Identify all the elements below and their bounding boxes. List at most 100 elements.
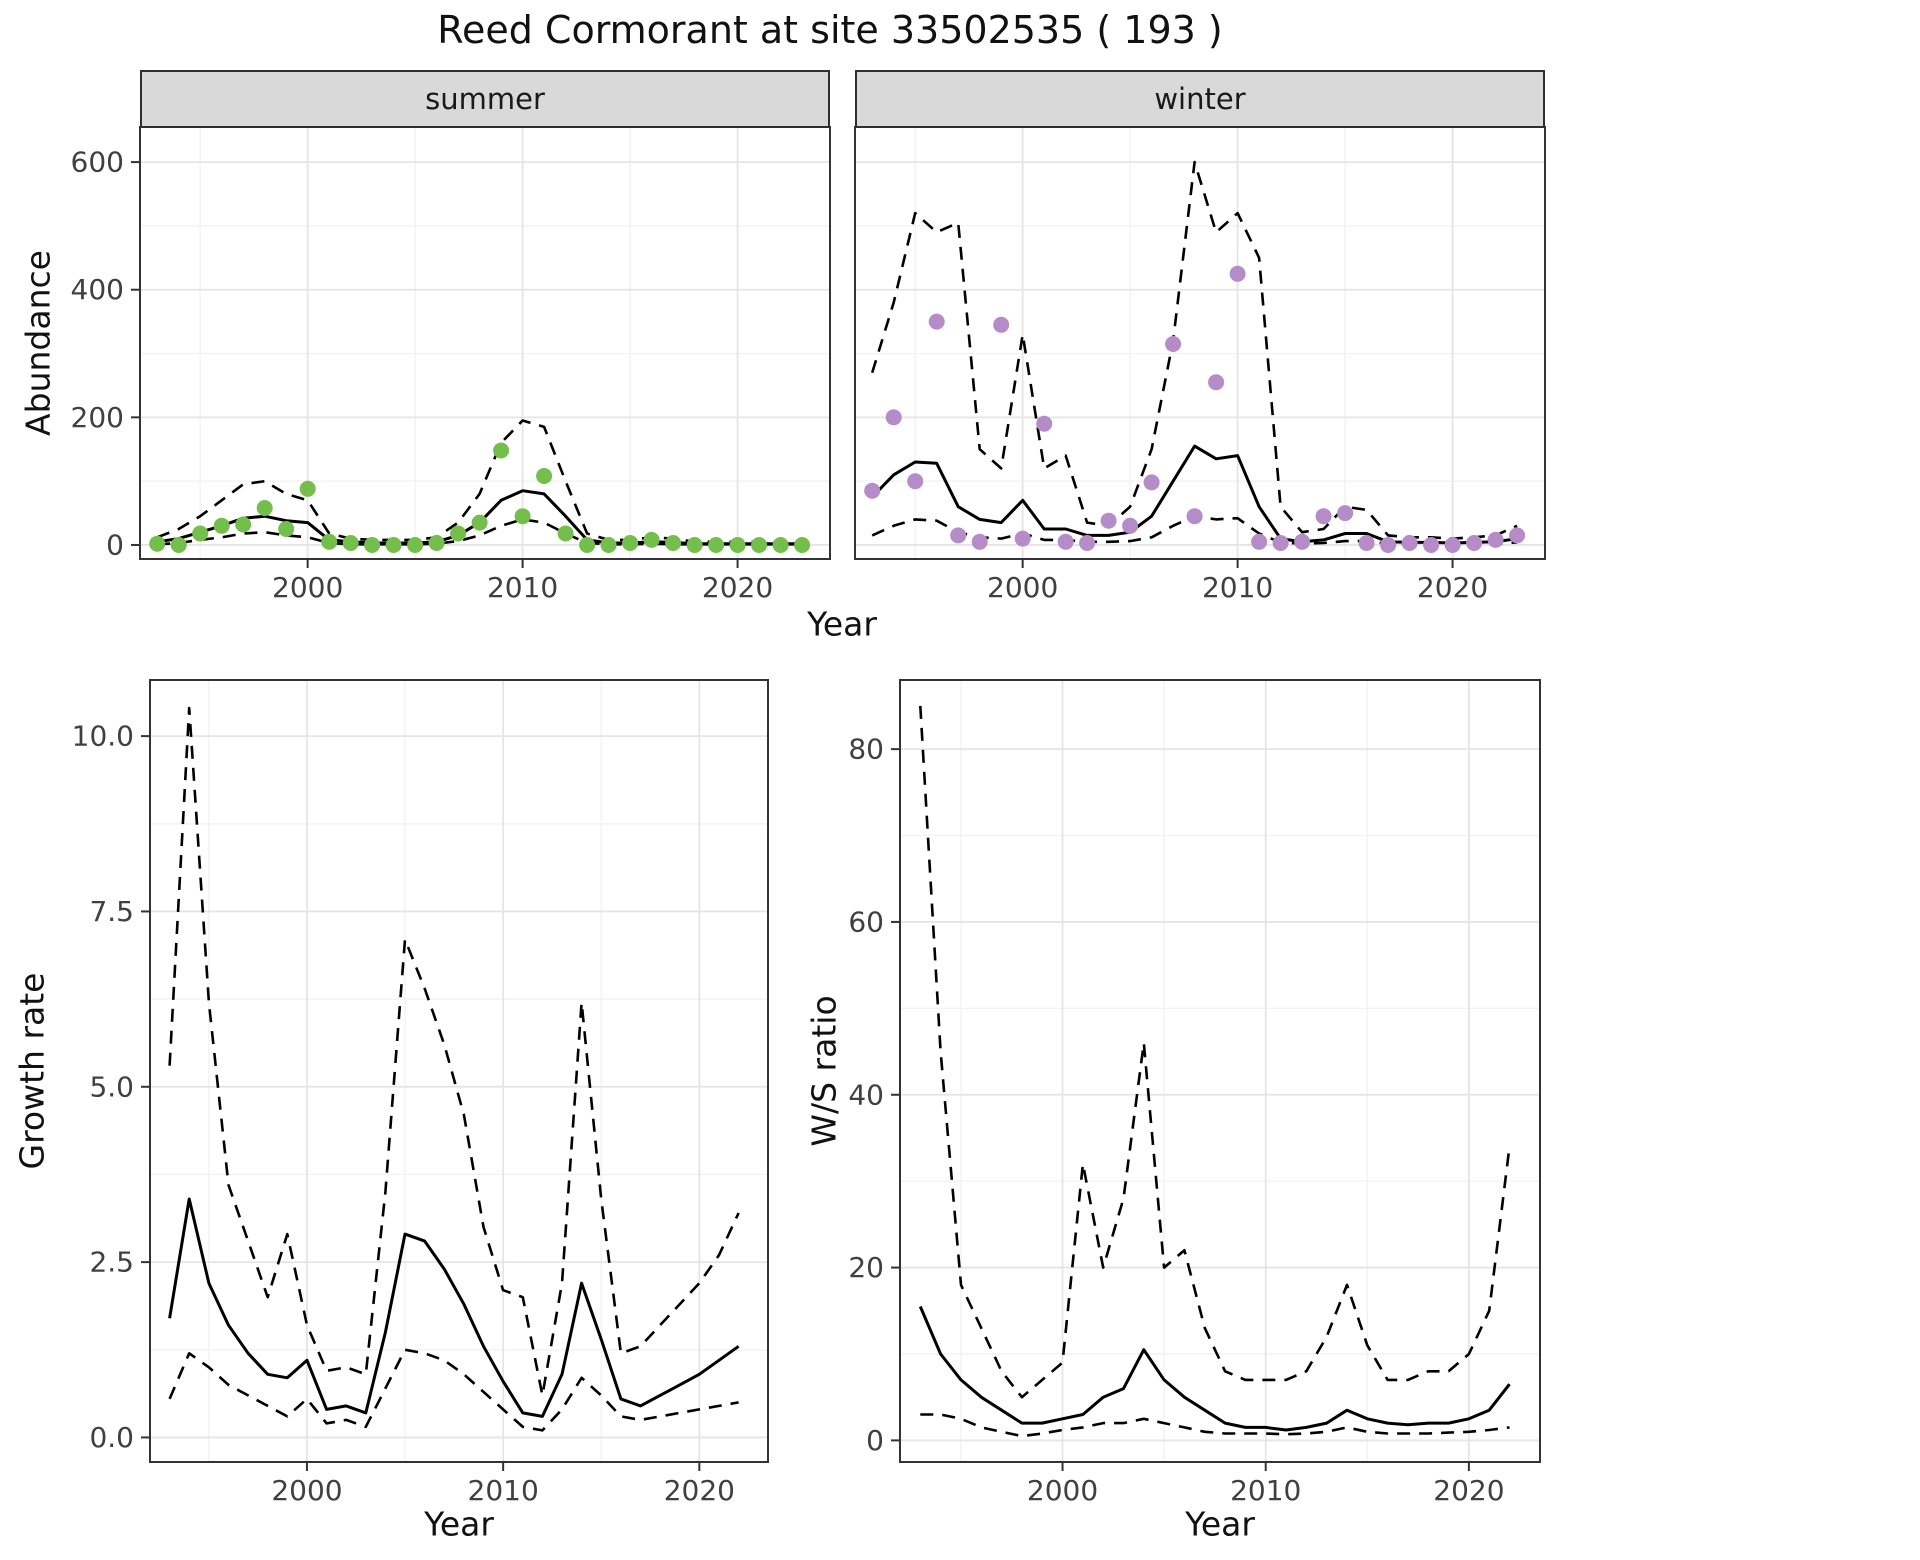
x-tick-label: 2020	[664, 1474, 735, 1507]
abundance-summer-panel-bg	[140, 127, 830, 559]
data-point	[278, 521, 295, 537]
x-tick-label: 2000	[987, 571, 1058, 604]
y-tick-label: 600	[71, 146, 124, 179]
data-point	[1036, 415, 1053, 432]
data-point	[1229, 265, 1246, 282]
data-point	[514, 508, 531, 525]
growth-rate-panel-bg	[150, 680, 768, 1462]
data-point	[708, 537, 725, 553]
data-point	[1337, 505, 1354, 522]
x-axis-label-year-ws: Year	[1185, 1504, 1255, 1544]
ws-ratio-upper-ci-line	[919, 705, 1511, 1399]
data-point	[1315, 508, 1332, 525]
data-point	[643, 531, 660, 548]
x-tick-label: 2020	[1433, 1474, 1504, 1507]
ws-ratio-panel: 2000 2010 2020 0 20 40 60 80	[848, 679, 1541, 1507]
x-tick-label: 2000	[271, 1474, 342, 1507]
data-point	[1466, 535, 1483, 551]
data-point	[1079, 535, 1096, 551]
x-tick-label: 2000	[272, 571, 343, 604]
y-tick-label: 60	[848, 905, 884, 938]
x-tick-label: 2010	[1202, 571, 1273, 604]
data-point	[1165, 336, 1182, 352]
growth-rate-lower-ci-line	[168, 1348, 739, 1432]
growth-rate-series	[168, 706, 740, 1432]
data-point	[1100, 512, 1117, 529]
y-axis-label-growth-rate: Growth rate	[12, 972, 52, 1170]
data-point	[1208, 374, 1225, 391]
x-axis-label-year-growth: Year	[424, 1504, 494, 1544]
data-point	[321, 533, 338, 550]
data-point	[471, 514, 488, 531]
abundance-winter-gridlines	[855, 127, 1545, 559]
ws-ratio-panel-border	[899, 679, 1541, 1463]
y-tick-label: 2.5	[89, 1246, 134, 1279]
y-tick-label: 40	[848, 1078, 884, 1111]
growth-rate-fit-line	[168, 1197, 740, 1418]
x-tick-label: 2020	[702, 571, 773, 604]
data-point	[1444, 537, 1461, 553]
data-point	[772, 537, 789, 553]
data-point	[213, 517, 230, 534]
data-point	[235, 516, 252, 533]
abundance-winter-panel-bg	[855, 127, 1545, 559]
x-tick-label: 2010	[468, 1474, 539, 1507]
x-tick-label: 2010	[1230, 1474, 1301, 1507]
chart-title: Reed Cormorant at site 33502535 ( 193 )	[437, 8, 1223, 52]
data-point	[149, 535, 166, 552]
data-point	[170, 537, 187, 553]
growth-rate-gridlines	[150, 680, 768, 1462]
data-point	[342, 535, 359, 551]
y-tick-label: 0	[866, 1424, 884, 1457]
y-tick-label: 5.0	[89, 1070, 134, 1103]
growth-rate-panel: 2000 2010 2020 0.0 2.5 5.0 7.5 10.0	[72, 679, 769, 1507]
y-tick-label: 20	[848, 1251, 884, 1284]
abundance-summer-series	[149, 419, 811, 553]
data-point	[1401, 535, 1418, 551]
abundance-winter-series	[864, 160, 1526, 553]
data-point	[1423, 537, 1440, 553]
data-point	[1143, 474, 1160, 491]
y-axis-label-abundance: Abundance	[18, 250, 58, 436]
data-point	[557, 525, 574, 542]
facet-strip-winter: winter	[855, 70, 1545, 128]
data-point	[428, 535, 445, 551]
growth-rate-panel-border	[149, 679, 769, 1463]
data-point	[1380, 537, 1397, 553]
data-point	[928, 313, 945, 330]
data-point	[1014, 530, 1031, 547]
data-point	[1487, 531, 1504, 548]
data-point	[1057, 533, 1074, 550]
y-axis-label-ws-ratio: W/S ratio	[804, 995, 844, 1147]
y-tick-label: 200	[71, 401, 124, 434]
y-tick-label: 7.5	[89, 895, 134, 928]
data-point	[1272, 535, 1289, 551]
y-tick-label: 10.0	[72, 720, 134, 753]
data-point	[751, 537, 768, 553]
facet-label-summer: summer	[425, 82, 545, 116]
y-tick-label: 400	[71, 273, 124, 306]
y-tick-label: 80	[848, 733, 884, 766]
data-point	[385, 537, 402, 553]
x-tick-label: 2010	[487, 571, 558, 604]
data-point	[993, 316, 1010, 333]
data-point	[450, 525, 467, 542]
data-point	[364, 537, 381, 553]
data-point	[864, 482, 881, 499]
data-point	[407, 537, 424, 553]
y-tick-label: 0.0	[89, 1421, 134, 1454]
x-tick-label: 2020	[1417, 571, 1488, 604]
data-point	[729, 537, 746, 553]
data-point	[885, 409, 902, 426]
ws-ratio-panel-bg	[900, 680, 1540, 1462]
ws-ratio-series	[918, 705, 1511, 1438]
x-tick-label: 2000	[1027, 1474, 1098, 1507]
data-point	[256, 500, 273, 516]
data-point	[192, 525, 209, 542]
data-point	[971, 533, 988, 550]
data-point	[299, 480, 316, 497]
data-point	[536, 468, 553, 484]
data-point	[794, 537, 811, 553]
